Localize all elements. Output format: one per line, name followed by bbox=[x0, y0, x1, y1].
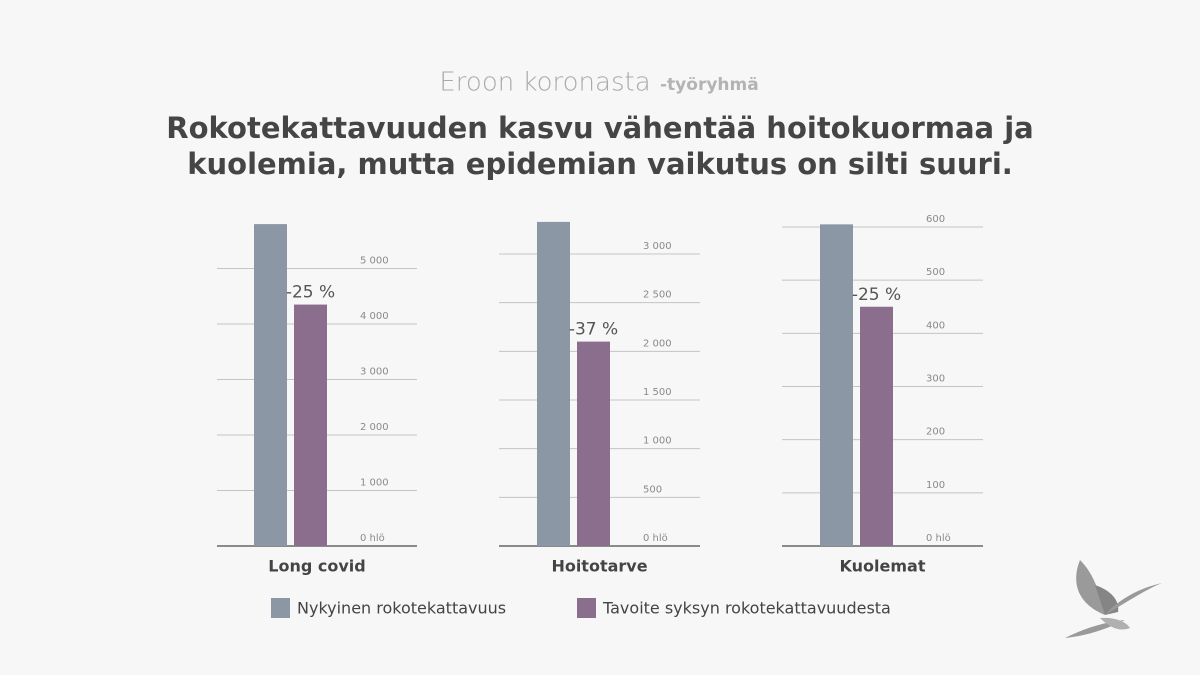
title: kuolemia, mutta epidemian vaikutus on si… bbox=[187, 147, 1013, 181]
y-tick-label: 3 000 bbox=[360, 367, 389, 378]
bar bbox=[577, 341, 610, 546]
legend-label: Nykyinen rokotekattavuus bbox=[297, 599, 506, 618]
brand-suffix: -työryhmä bbox=[660, 75, 759, 95]
bar bbox=[820, 224, 853, 546]
y-tick-label: 2 000 bbox=[360, 422, 389, 433]
y-tick-label: 500 bbox=[643, 484, 662, 495]
y-tick-label: 5 000 bbox=[360, 256, 389, 267]
bar bbox=[294, 304, 327, 546]
y-tick-label: 1 000 bbox=[643, 436, 672, 447]
legend-swatch bbox=[271, 598, 290, 618]
y-tick-label: 0 hlö bbox=[926, 533, 951, 544]
y-tick-label: 1 000 bbox=[360, 478, 389, 489]
y-tick-label: 300 bbox=[926, 374, 945, 385]
legend-label: Tavoite syksyn rokotekattavuudesta bbox=[602, 599, 891, 618]
y-tick-label: 100 bbox=[926, 480, 945, 491]
title: Rokotekattavuuden kasvu vähentää hoitoku… bbox=[166, 111, 1033, 145]
bar bbox=[254, 224, 287, 546]
y-tick-label: 0 hlö bbox=[643, 533, 668, 544]
annotation: -25 % bbox=[852, 285, 901, 305]
logo bbox=[1065, 560, 1162, 638]
y-tick-label: 600 bbox=[926, 214, 945, 225]
y-tick-label: 2 500 bbox=[643, 290, 672, 301]
annotation: -25 % bbox=[286, 283, 335, 303]
category-label: Hoitotarve bbox=[551, 557, 647, 576]
category-label: Long covid bbox=[268, 557, 365, 576]
y-tick-label: 4 000 bbox=[360, 311, 389, 322]
y-tick-label: 1 500 bbox=[643, 387, 672, 398]
y-tick-label: 400 bbox=[926, 320, 945, 331]
legend-swatch bbox=[577, 598, 596, 618]
bar bbox=[537, 221, 570, 546]
category-label: Kuolemat bbox=[840, 557, 926, 576]
bar bbox=[860, 306, 893, 546]
y-tick-label: 2 000 bbox=[643, 338, 672, 349]
y-tick-label: 0 hlö bbox=[360, 533, 385, 544]
y-tick-label: 500 bbox=[926, 267, 945, 278]
brand: Eroon koronasta bbox=[439, 68, 650, 98]
y-tick-label: 3 000 bbox=[643, 241, 672, 252]
y-tick-label: 200 bbox=[926, 427, 945, 438]
annotation: -37 % bbox=[569, 320, 618, 340]
